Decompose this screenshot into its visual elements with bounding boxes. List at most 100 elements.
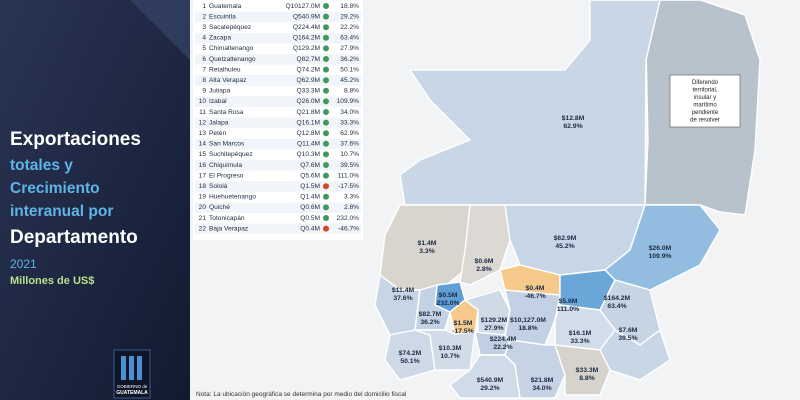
row-rank: 20 [199, 204, 207, 211]
map-value: $7.6M [619, 327, 638, 334]
row-name: Suchitepéquez [209, 151, 253, 158]
map-growth: 50.1% [400, 358, 419, 365]
row-name: Chimaltenango [209, 45, 254, 52]
row-bg [195, 117, 361, 129]
note-line: territorial, [692, 88, 717, 94]
title-line: interanual por [10, 203, 113, 220]
row-rank: 14 [199, 141, 207, 148]
row-name: Jutiapa [209, 88, 231, 95]
row-bg [195, 11, 361, 23]
row-rank: 11 [199, 109, 206, 116]
row-growth: 34.0% [340, 109, 359, 116]
row-rank: 6 [202, 56, 206, 63]
map-growth: 109.9% [648, 253, 671, 260]
row-value: Q224.4M [293, 24, 320, 31]
row-rank: 18 [199, 183, 207, 190]
title-line: Crecimiento [10, 180, 100, 197]
row-name: Sololá [209, 183, 228, 190]
row-growth: 3.3% [344, 194, 359, 201]
row-value: Q26.0M [297, 98, 320, 105]
row-name: Escuintla [209, 13, 236, 20]
side-panel [0, 0, 190, 400]
row-value: Q10127.0M [286, 3, 320, 10]
map-growth: 34.0% [532, 385, 551, 392]
map-growth: 63.4% [607, 303, 626, 310]
map-growth: 3.3% [419, 248, 435, 255]
note-line: marítimo [693, 103, 717, 109]
note-line: Diferendo [692, 80, 719, 86]
map-growth: -46.7% [524, 293, 546, 300]
map-growth: 29.2% [480, 385, 499, 392]
row-name: San Marcos [209, 141, 245, 148]
row-value: Q10.3M [297, 151, 320, 158]
row-value: Q12.8M [297, 130, 320, 137]
note-box [669, 74, 741, 128]
trend-icon [323, 87, 329, 94]
row-name: El Progreso [209, 172, 244, 179]
map-growth: 37.6% [393, 295, 412, 302]
row-rank: 5 [202, 45, 206, 52]
map-value: $540.9M [477, 377, 504, 384]
map-value: $1.5M [454, 320, 473, 327]
map-growth: 22.2% [493, 344, 512, 351]
row-growth: 29.2% [340, 13, 359, 20]
map-value: $26.0M [649, 245, 672, 252]
trend-icon [323, 56, 329, 62]
row-name: Totonicapán [209, 215, 245, 222]
row-bg [195, 32, 361, 44]
map-value: $129.2M [481, 317, 508, 324]
row-rank: 21 [199, 215, 207, 222]
row-growth: 22.2% [340, 24, 359, 31]
row-value: Q82.7M [297, 56, 320, 63]
map [374, 0, 761, 399]
row-rank: 1 [202, 3, 206, 10]
title-line: Exportaciones [10, 129, 141, 150]
row-name: Izabal [209, 98, 227, 105]
row-value: Q33.3M [297, 88, 320, 95]
row-growth: 36.2% [340, 56, 359, 63]
row-name: Guatemala [209, 3, 242, 10]
footnote: Nota: La ubicación geográfica se determi… [196, 391, 407, 398]
map-growth: 45.2% [555, 243, 574, 250]
year: 2021 [10, 257, 37, 271]
map-value: $10.3M [439, 345, 462, 352]
trend-icon [323, 13, 329, 20]
map-value: $62.9M [554, 235, 577, 242]
map-value: $5.6M [559, 298, 578, 305]
row-growth: 111.0% [338, 172, 360, 179]
map-value: $21.8M [531, 377, 554, 384]
trend-icon [323, 98, 329, 105]
row-growth: 2.8% [344, 204, 359, 211]
map-growth: 27.9% [484, 325, 503, 332]
map-value: $11.4M [392, 287, 415, 294]
row-value: Q1.5M [300, 183, 320, 190]
trend-icon [323, 66, 329, 73]
row-bg [195, 54, 361, 65]
row-growth: 8.8% [344, 88, 359, 95]
map-value: $82.7M [419, 311, 442, 318]
map-value: $74.2M [399, 350, 422, 357]
suchitepequez [414, 329, 476, 371]
row-growth: 27.9% [340, 45, 359, 52]
map-value: $1.4M [418, 240, 437, 247]
row-name: Retalhuleu [209, 66, 241, 73]
row-name: Sacatepéquez [209, 24, 251, 31]
map-value: $10,127.0M [510, 317, 546, 324]
map-value: $33.3M [576, 367, 599, 374]
solola [449, 299, 479, 335]
row-growth: -46.7% [338, 225, 359, 232]
note-line: insular y [694, 95, 716, 101]
note-line: pendiente [692, 110, 719, 116]
trend-icon [323, 119, 329, 126]
row-value: Q0.4M [300, 225, 320, 232]
title-line: Departamento [10, 227, 138, 248]
row-rank: 15 [199, 151, 207, 158]
row-value: Q11.4M [297, 141, 320, 148]
map-growth: 232.0% [436, 300, 459, 307]
peten [399, 0, 661, 206]
row-bg [195, 181, 361, 192]
trend-icon [323, 151, 329, 158]
map-value: $0.6M [475, 258, 494, 265]
